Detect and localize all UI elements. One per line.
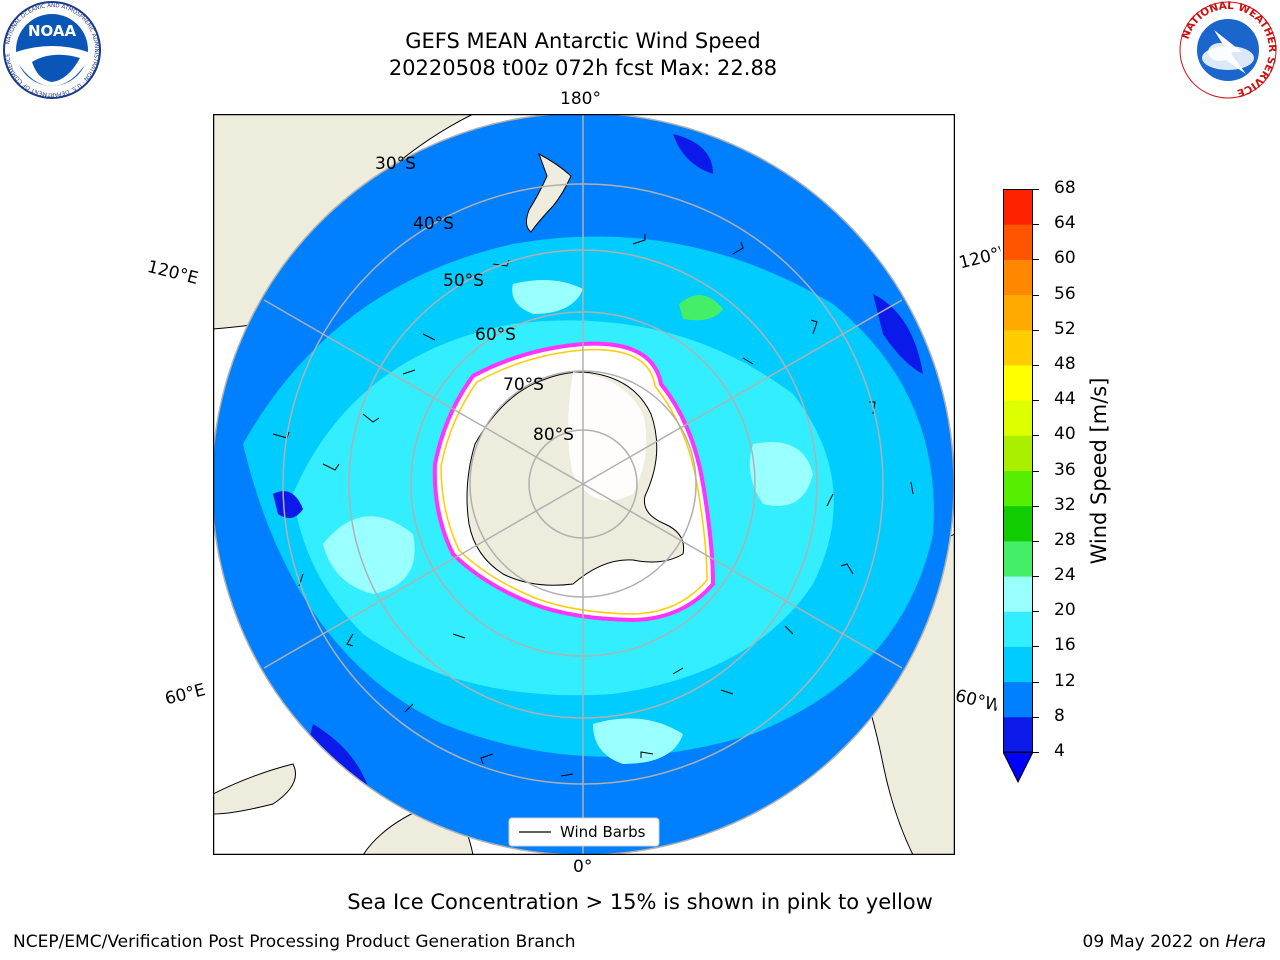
colorbar-tick-mark (1033, 259, 1039, 261)
colorbar-tick-label: 16 (1054, 635, 1076, 656)
lon-label-0: 0° (573, 857, 593, 877)
colorbar-segment (1003, 364, 1033, 401)
colorbar-tick-mark (1033, 576, 1039, 578)
chart-title: GEFS MEAN Antarctic Wind Speed (405, 29, 761, 53)
wind-patch-4 (512, 280, 583, 314)
lat-label-30s: 30°S (375, 154, 416, 174)
colorbar-segment (1003, 716, 1033, 753)
colorbar-tick-label: 8 (1054, 705, 1065, 726)
colorbar-tick-label: 32 (1054, 494, 1076, 515)
colorbar-tick-mark (1033, 470, 1039, 472)
colorbar-tick-mark (1033, 189, 1039, 190)
colorbar-tick-label: 4 (1054, 741, 1065, 761)
colorbar-tick-label: 36 (1054, 459, 1076, 480)
wind-patch-dark-3 (873, 294, 923, 374)
colorbar-tick-mark (1033, 400, 1039, 402)
colorbar-segment (1003, 259, 1033, 296)
colorbar-tick-mark (1033, 505, 1039, 507)
colorbar-tick-label: 44 (1054, 389, 1076, 410)
lat-label-60s: 60°S (475, 325, 516, 345)
lat-label-70s: 70°S (503, 375, 544, 395)
colorbar-tick-label: 60 (1054, 248, 1076, 269)
land-new-zealand (525, 152, 572, 233)
nws-logo: NATIONAL WEATHER SERVICE (1178, 0, 1278, 100)
colorbar-tick-mark (1033, 294, 1039, 296)
colorbar-segment (1003, 505, 1033, 542)
colorbar-segment (1003, 400, 1033, 436)
colorbar-tick-label: 24 (1054, 565, 1076, 586)
barb-legend: Wind Barbs (508, 817, 660, 847)
colorbar-segment (1003, 294, 1033, 331)
colorbar-segment (1003, 435, 1033, 471)
colorbar-tick-mark (1033, 611, 1039, 613)
footer-host: Hera (1225, 932, 1266, 952)
sea-ice-caption: Sea Ice Concentration > 15% is shown in … (347, 890, 933, 914)
colorbar-under-arrow (1002, 751, 1034, 784)
colorbar-tick-label: 48 (1054, 353, 1076, 374)
land-madagascar (213, 763, 296, 815)
map-panel: Wind Barbs 30°S 40°S 50°S 60°S 70°S 80°S (211, 112, 956, 856)
colorbar-tick-label: 12 (1054, 670, 1076, 691)
wind-patch-3 (593, 718, 683, 764)
colorbar-segment (1003, 576, 1033, 612)
wind-patch-dark-1 (273, 491, 303, 518)
sea-ice-edge-inner (440, 348, 708, 615)
colorbar-tick-label: 64 (1054, 213, 1076, 234)
lon-label-180: 180° (560, 89, 601, 109)
noaa-logo-text: NOAA (28, 22, 77, 40)
lat-label-40s: 40°S (413, 214, 454, 234)
colorbar-segment (1003, 540, 1033, 577)
colorbar-tick-mark (1033, 646, 1039, 648)
footer-date: 09 May 2022 on Hera (1083, 932, 1267, 952)
noaa-logo: NOAA NATIONAL OCEANIC AND ATMOSPHERIC AD… (2, 0, 102, 100)
colorbar-segment (1003, 470, 1033, 507)
colorbar-tick-mark (1033, 224, 1039, 226)
chart-subtitle: 20220508 t00z 072h fcst Max: 22.88 (388, 56, 778, 80)
lon-label-60e: 60°E (163, 680, 208, 710)
colorbar-tick-label: 52 (1054, 318, 1076, 339)
colorbar-tick-mark (1033, 364, 1039, 366)
footer-branch: NCEP/EMC/Verification Post Processing Pr… (13, 932, 576, 952)
polar-map: Wind Barbs 30°S 40°S 50°S 60°S 70°S 80°S (211, 112, 956, 856)
colorbar-tick-label: 40 (1054, 424, 1076, 445)
latitude-labels: 30°S 40°S 50°S 60°S 70°S 80°S (375, 154, 574, 445)
colorbar (1002, 189, 1034, 784)
colorbar-tick-mark (1033, 681, 1039, 683)
colorbar-title: Wind Speed [m/s] (1087, 377, 1111, 565)
colorbar-segment (1003, 611, 1033, 647)
colorbar-tick-label: 20 (1054, 600, 1076, 621)
wind-patch-2 (749, 442, 813, 506)
colorbar-tick-label: 28 (1054, 529, 1076, 550)
colorbar-segment (1003, 329, 1033, 366)
wind-patch-dark-4 (673, 134, 713, 174)
colorbar-tick-label: 68 (1054, 178, 1076, 198)
wind-patch-1 (323, 516, 415, 594)
footer-date-text: 09 May 2022 on (1082, 932, 1226, 952)
colorbar-segment (1003, 189, 1033, 225)
lon-label-60w: 60°W (953, 686, 1000, 716)
colorbar-segment (1003, 681, 1033, 718)
colorbar-segment (1003, 224, 1033, 260)
barb-legend-label: Wind Barbs (560, 823, 646, 841)
colorbar-tick-mark (1033, 540, 1039, 542)
colorbar-tick-mark (1033, 329, 1039, 331)
lat-label-80s: 80°S (533, 425, 574, 445)
colorbar-tick-mark (1033, 435, 1039, 437)
lon-label-120e: 120°E (145, 257, 201, 289)
colorbar-segment (1003, 646, 1033, 683)
colorbar-segments (1003, 189, 1033, 753)
lat-label-50s: 50°S (443, 271, 484, 291)
wind-patch-strong (679, 295, 723, 321)
colorbar-tick-label: 56 (1054, 283, 1076, 304)
lon-label-120w: 120°W (957, 243, 1004, 274)
colorbar-tick-mark (1033, 752, 1039, 753)
colorbar-tick-mark (1033, 716, 1039, 718)
